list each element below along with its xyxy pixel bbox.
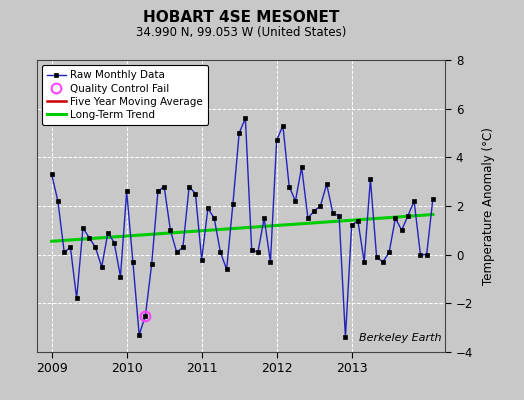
- Line: Raw Monthly Data: Raw Monthly Data: [50, 116, 435, 340]
- Raw Monthly Data: [49, 172, 55, 177]
- Raw Monthly Data: [242, 116, 248, 121]
- Text: Berkeley Earth: Berkeley Earth: [359, 333, 441, 343]
- Text: 34.990 N, 99.053 W (United States): 34.990 N, 99.053 W (United States): [136, 26, 346, 39]
- Raw Monthly Data: [236, 130, 242, 135]
- Raw Monthly Data: [392, 216, 399, 220]
- Raw Monthly Data: [430, 196, 436, 201]
- Raw Monthly Data: [80, 226, 86, 230]
- Legend: Raw Monthly Data, Quality Control Fail, Five Year Moving Average, Long-Term Tren: Raw Monthly Data, Quality Control Fail, …: [42, 65, 208, 125]
- Raw Monthly Data: [342, 335, 348, 340]
- Text: HOBART 4SE MESONET: HOBART 4SE MESONET: [143, 10, 339, 25]
- Raw Monthly Data: [148, 262, 155, 267]
- Y-axis label: Temperature Anomaly (°C): Temperature Anomaly (°C): [482, 127, 495, 285]
- Raw Monthly Data: [124, 189, 130, 194]
- Raw Monthly Data: [286, 184, 292, 189]
